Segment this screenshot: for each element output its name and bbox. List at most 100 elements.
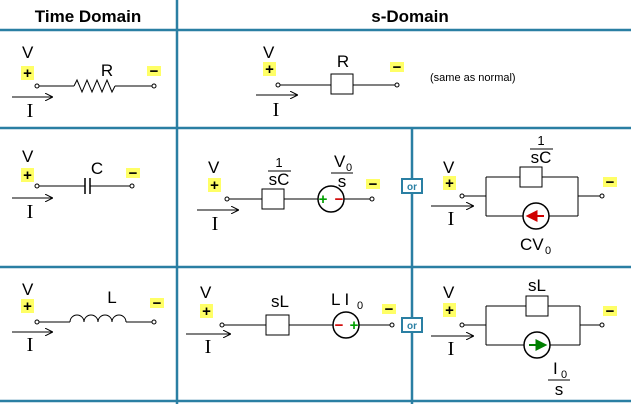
s-resistor-circuit: V + R − (same as normal) I [256,43,516,121]
minus-highlight [366,179,380,189]
plus-sign: + [23,65,32,82]
source-minus: − [335,191,344,208]
current-label: I [27,334,34,356]
time-inductor-circuit: V + L − I [12,280,164,356]
or-badge-row2: or [401,178,423,194]
resistor-label: R [337,52,349,71]
source-minus: − [335,317,344,334]
impedance-label: sC [531,148,552,167]
plus-sign: + [210,177,219,194]
impedance-label: sL [271,292,289,311]
minus-sign: − [393,59,402,76]
impedance-box [265,314,290,336]
terminal-left [34,183,40,189]
current-label: I [205,336,212,358]
fraction-numerator: 1 [275,155,282,170]
minus-sign: − [153,295,162,312]
voltage-label: V [443,158,455,177]
minus-sign: − [129,165,138,182]
denominator-s: s [338,172,347,191]
current-label: I [27,100,34,122]
terminal-left [34,319,40,325]
minus-highlight [603,306,617,316]
or-label: or [407,182,417,193]
s-domain-header: s-Domain [371,7,448,26]
resistor-label: R [101,61,113,80]
s-capacitor-series-circuit: V + 1 sC + − V 0 s − I [197,152,380,235]
terminal-left [224,196,230,202]
row-inductor: V + L − I V + sL − + [12,276,617,399]
source-value-subscript: 0 [561,369,567,381]
initial-voltage-subscript: 0 [346,162,352,174]
plus-highlight [263,62,276,76]
terminal-left [459,193,465,199]
minus-sign: − [369,176,378,193]
plus-sign: + [202,303,211,320]
terminal-right [369,196,375,202]
plus-sign: + [445,175,454,192]
row-resistor: V + R − I V + R − (same as [12,43,516,122]
terminal-left [34,83,40,89]
minus-sign: − [150,63,159,80]
s-capacitor-parallel-circuit: V + 1 sC CV 0 − I [431,133,617,257]
s-inductor-series-circuit: V + sL − + L I 0 − I [186,283,396,358]
initial-current-label: L I [331,290,349,309]
terminal-right [151,83,157,89]
minus-sign: − [606,174,615,191]
current-label: I [273,99,280,121]
voltage-label: V [263,43,275,62]
resistor-symbol [73,78,116,94]
plus-sign: + [445,302,454,319]
row-capacitor: V + C − I V + 1 sC [12,133,617,257]
terminal-left [459,322,465,328]
time-capacitor-circuit: V + C − I [12,147,140,223]
denominator-s: s [555,380,564,399]
source-value-label: CV [520,235,544,254]
terminal-right [599,193,605,199]
source-plus: + [350,317,359,334]
voltage-label: V [22,280,34,299]
initial-current-subscript: 0 [357,300,363,312]
plus-highlight [21,66,34,80]
minus-highlight [382,304,396,314]
source-plus: + [319,191,328,208]
impedance-box [519,166,543,188]
voltage-label: V [22,43,34,62]
minus-highlight [390,62,404,72]
initial-voltage-label: V [334,152,346,171]
plus-highlight [200,304,213,318]
impedance-box [261,188,285,210]
capacitor-label: C [91,159,103,178]
terminal-right [389,322,395,328]
impedance-box [330,73,354,95]
inductor-label: L [107,288,116,307]
source-value-label: I [553,359,558,378]
plus-highlight [21,299,34,313]
terminal-left [275,82,281,88]
current-label: I [27,201,34,223]
plus-highlight [208,178,221,192]
inductor-symbol [69,314,127,323]
terminal-right [599,322,605,328]
s-inductor-parallel-circuit: V + sL I 0 s − I [431,276,617,399]
same-as-normal-note: (same as normal) [430,72,516,84]
minus-highlight [150,298,164,308]
plus-highlight [21,168,34,182]
impedance-label: sL [528,276,546,295]
fraction-numerator: 1 [537,133,544,148]
plus-sign: + [23,298,32,315]
impedance-label: sC [269,170,290,189]
terminal-left [219,322,225,328]
terminal-right [151,319,157,325]
current-label: I [212,213,219,235]
impedance-box [525,295,549,317]
time-domain-header: Time Domain [35,7,141,26]
or-label: or [407,321,417,332]
minus-highlight [147,66,161,76]
voltage-label: V [200,283,212,302]
minus-highlight [603,177,617,187]
plus-highlight [443,303,456,317]
minus-sign: − [385,301,394,318]
